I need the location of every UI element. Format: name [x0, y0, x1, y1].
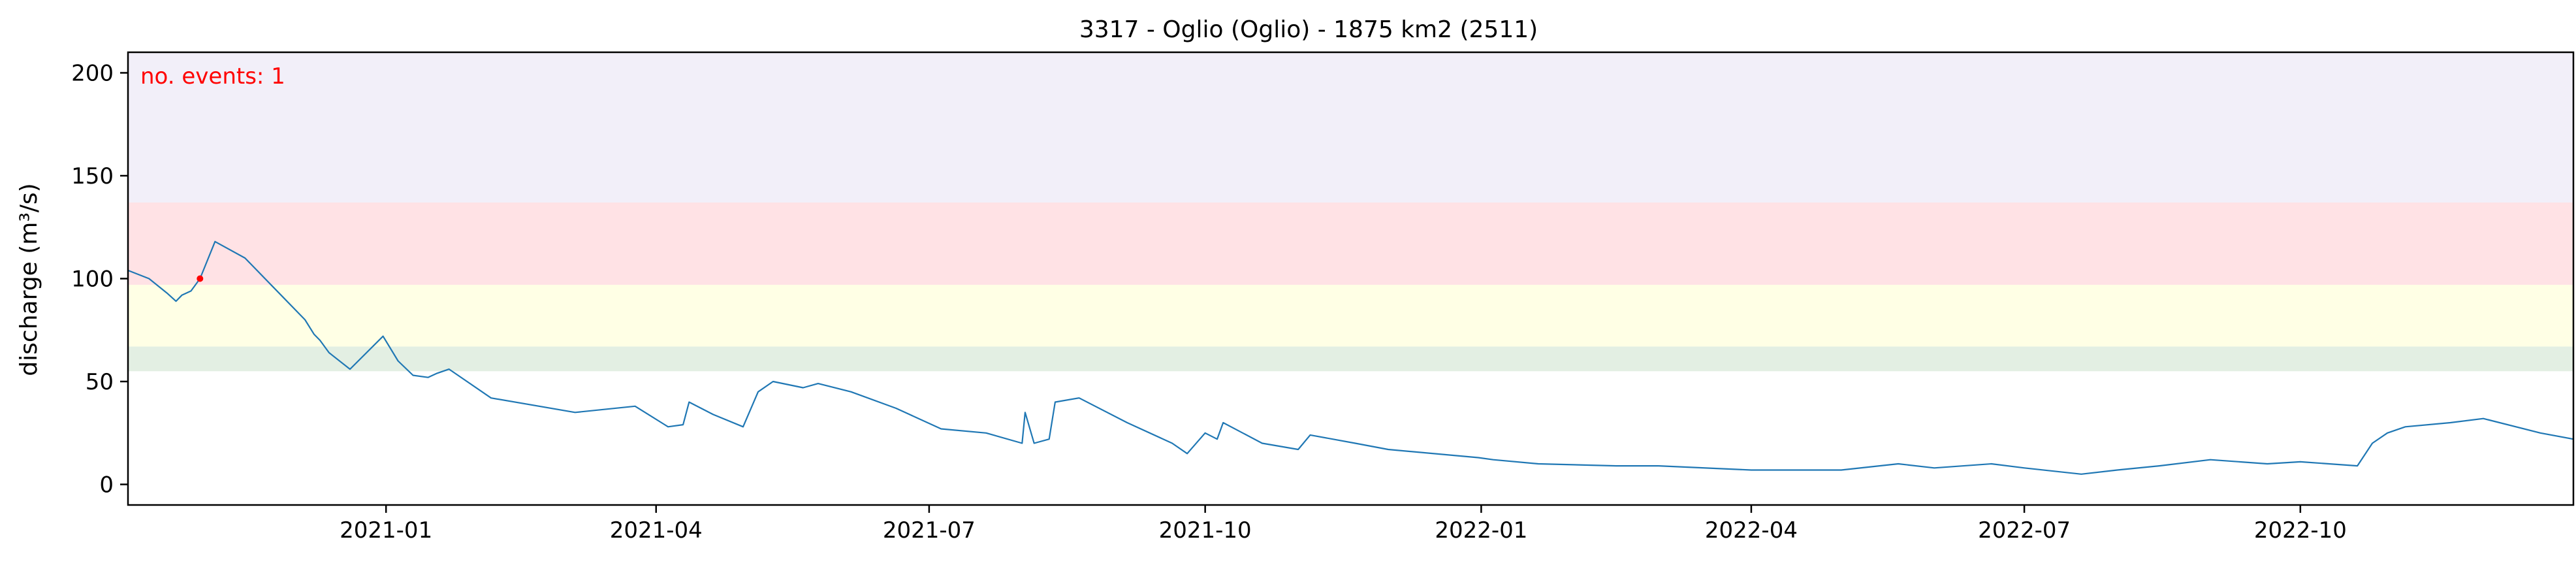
- y-axis: 0 50 100 150 200: [71, 61, 128, 498]
- x-tick-label: 2021-04: [610, 517, 703, 544]
- series-line-0: [127, 240, 2574, 475]
- y-tick-label: 200: [71, 61, 114, 87]
- event-layer: [197, 275, 204, 282]
- threshold-band-2: [128, 202, 2573, 285]
- threshold-bands: [128, 52, 2573, 372]
- y-axis-label: discharge (m³/s): [16, 183, 42, 376]
- event-marker-0: [197, 275, 204, 282]
- x-tick-label: 2021-01: [340, 517, 432, 544]
- y-tick-label: 0: [99, 472, 114, 498]
- plot-frame: [127, 51, 2575, 506]
- event-count-annotation: no. events: 1: [140, 63, 285, 89]
- x-tick-label: 2022-01: [1435, 517, 1527, 544]
- x-tick-label: 2022-10: [2254, 517, 2347, 544]
- y-tick-label: 100: [71, 267, 114, 293]
- threshold-band-1: [128, 284, 2573, 347]
- series-layer: [127, 240, 2574, 475]
- x-tick-label: 2022-07: [1978, 517, 2071, 544]
- x-axis: 2021-01 2021-04 2021-07 2021-10 2022-01 2022-…: [340, 505, 2347, 544]
- x-tick-label: 2021-10: [1159, 517, 1252, 544]
- y-tick-label: 150: [71, 163, 114, 189]
- x-tick-label: 2022-04: [1705, 517, 1798, 544]
- chart-title: 3317 - Oglio (Oglio) - 1875 km2 (2511): [1079, 16, 1538, 43]
- threshold-band-3: [128, 52, 2573, 203]
- x-tick-label: 2021-07: [883, 517, 976, 544]
- threshold-band-0: [128, 346, 2573, 372]
- y-tick-label: 50: [86, 369, 114, 395]
